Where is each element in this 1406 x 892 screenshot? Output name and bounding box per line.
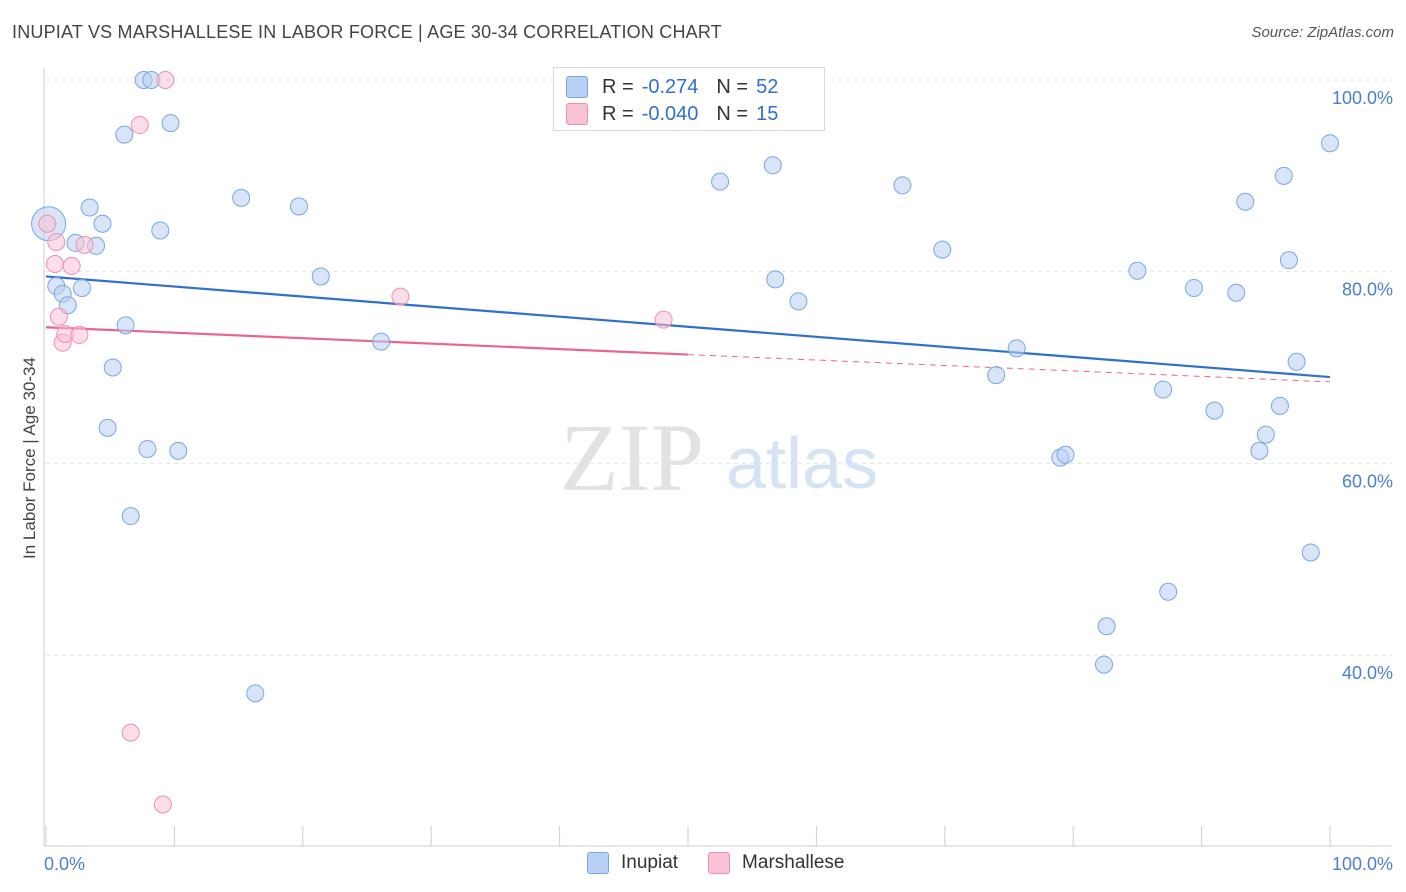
legend-item-inupiat: Inupiat [587, 852, 678, 874]
inupiat-point [1095, 655, 1114, 674]
inupiat-point [763, 156, 782, 175]
source-credit: Source: ZipAtlas.com [1251, 24, 1394, 41]
inupiat-point [1097, 617, 1116, 636]
marshallese-point [38, 214, 57, 233]
inupiat-point [987, 366, 1006, 385]
inupiat-point [289, 197, 308, 216]
legend-item-marshallese: Marshallese [708, 852, 844, 874]
inupiat-point [372, 332, 391, 351]
marshallese-point [70, 325, 89, 344]
marshallese-point [47, 232, 66, 251]
watermark-atlas: atlas [726, 424, 878, 504]
r-label: R = [602, 75, 634, 98]
inupiat-point [138, 439, 157, 458]
inupiat-point [151, 221, 170, 240]
inupiat-point [72, 278, 91, 297]
inupiat-swatch [587, 852, 609, 874]
inupiat-point [1159, 582, 1178, 601]
n-value: 15 [756, 102, 779, 125]
inupiat-point [1205, 401, 1224, 420]
marshallese-swatch [708, 852, 731, 874]
inupiat-point [115, 125, 134, 144]
n-label: N = [716, 102, 749, 125]
marshallese-point [654, 310, 673, 329]
inupiat-point [98, 418, 117, 437]
inupiat-point [232, 188, 251, 207]
legend-row-marshallese: R = -0.040 N = 15 [566, 101, 796, 127]
marshallese-point [121, 723, 140, 742]
legend-row-inupiat: R = -0.274 N = 52 [566, 74, 796, 100]
inupiat-point [169, 441, 188, 460]
r-value: -0.040 [641, 102, 699, 125]
inupiat-point [311, 267, 330, 286]
inupiat-point [103, 358, 122, 377]
y-tick-label: 40.0% [1342, 663, 1393, 683]
inupiat-point [116, 316, 135, 335]
gridlines [46, 79, 1392, 656]
trend-line [45, 275, 1331, 379]
inupiat-point [711, 172, 730, 191]
legend-label: Marshallese [742, 852, 845, 873]
marshallese-point [156, 71, 175, 89]
r-value: -0.274 [641, 75, 699, 98]
marshallese-point [130, 116, 149, 135]
marshallese-swatch [566, 103, 588, 125]
y-axis-label: In Labor Force | Age 30-34 [20, 357, 39, 559]
inupiat-point [246, 684, 265, 703]
inupiat-point [893, 176, 912, 195]
marshallese-point [49, 307, 68, 326]
inupiat-point [1227, 283, 1246, 302]
inupiat-point [1287, 352, 1306, 371]
trend-line-extension [687, 354, 1331, 383]
correlation-legend: R = -0.274 N = 52 R = -0.040 N = 15 [553, 67, 825, 131]
marshallese-point [391, 287, 410, 306]
inupiat-point [1321, 134, 1339, 153]
legend-label: Inupiat [621, 852, 679, 873]
y-tick-label: 60.0% [1342, 471, 1393, 491]
x-tick-label: 100.0% [1332, 854, 1393, 874]
inupiat-point [161, 114, 180, 133]
inupiat-point [80, 198, 99, 217]
y-tick-label: 100.0% [1332, 88, 1393, 108]
inupiat-point [1256, 425, 1275, 444]
inupiat-swatch [566, 76, 588, 98]
inupiat-point [1270, 396, 1289, 415]
inupiat-point [766, 270, 785, 289]
watermark-zip: ZIP [560, 404, 704, 511]
series-legend: Inupiat Marshallese [587, 852, 874, 874]
marshallese-point [75, 235, 94, 254]
marshallese-point [62, 256, 81, 275]
inupiat-point [1274, 166, 1293, 185]
inupiat-point [1154, 380, 1173, 399]
data-points [31, 71, 1339, 814]
r-label: R = [602, 102, 634, 125]
axes [43, 68, 1392, 847]
chart-title: INUPIAT VS MARSHALLESE IN LABOR FORCE | … [12, 22, 722, 42]
n-label: N = [716, 75, 749, 98]
inupiat-point [93, 214, 112, 233]
tick-labels: 40.0% 60.0% 80.0% 100.0% 0.0% 100.0% [44, 88, 1393, 874]
marshallese-point [45, 255, 64, 273]
inupiat-point [1128, 261, 1147, 280]
watermark: ZIP atlas [560, 404, 878, 511]
inupiat-point [1007, 339, 1026, 358]
inupiat-point [1279, 251, 1298, 270]
n-value: 52 [756, 75, 779, 98]
marshallese-point [153, 795, 172, 814]
inupiat-point [1301, 543, 1320, 562]
inupiat-point [933, 240, 952, 259]
inupiat-point [1250, 441, 1269, 460]
inupiat-point [1056, 445, 1075, 464]
inupiat-point [121, 507, 140, 526]
x-tick-label: 0.0% [44, 854, 85, 874]
y-tick-label: 80.0% [1342, 280, 1393, 300]
inupiat-point [789, 292, 808, 311]
inupiat-point [1184, 278, 1203, 297]
trend-lines [45, 275, 1331, 383]
inupiat-point [1236, 192, 1255, 211]
trend-line [45, 326, 689, 356]
